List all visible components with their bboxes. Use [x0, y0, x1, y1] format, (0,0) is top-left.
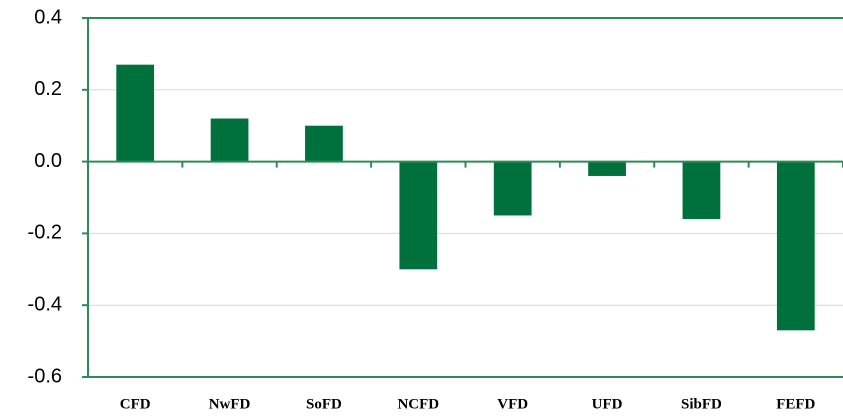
x-tick-label: NCFD	[397, 396, 439, 412]
x-tick-label: SibFD	[681, 396, 722, 412]
bar	[493, 161, 532, 216]
y-tick-label: 0.0	[34, 150, 62, 172]
y-tick-label: -0.2	[28, 222, 62, 244]
x-tick-label: VFD	[497, 396, 528, 412]
y-tick-label: 0.2	[34, 78, 62, 100]
bar	[399, 161, 438, 270]
y-tick-label: -0.4	[28, 293, 62, 315]
bar	[116, 64, 155, 162]
bar	[588, 161, 626, 176]
bar	[210, 118, 249, 162]
x-tick-label: SoFD	[306, 396, 342, 412]
x-tick-label: CFD	[120, 396, 151, 412]
bar	[305, 125, 343, 162]
y-tick-label: -0.6	[28, 365, 62, 387]
y-tick-label: 0.4	[34, 6, 62, 28]
x-tick-label: FEFD	[776, 396, 815, 412]
bar	[682, 161, 721, 220]
bar	[776, 161, 815, 331]
x-tick-label: UFD	[592, 396, 623, 412]
x-tick-label: NwFD	[209, 396, 251, 412]
